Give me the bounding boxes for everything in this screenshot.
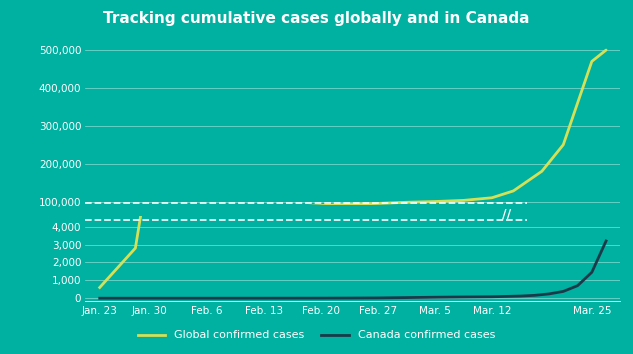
Text: Tracking cumulative cases globally and in Canada: Tracking cumulative cases globally and i… (103, 11, 530, 25)
Text: //: // (501, 208, 511, 221)
Legend: Global confirmed cases, Canada confirmed cases: Global confirmed cases, Canada confirmed… (133, 326, 500, 345)
